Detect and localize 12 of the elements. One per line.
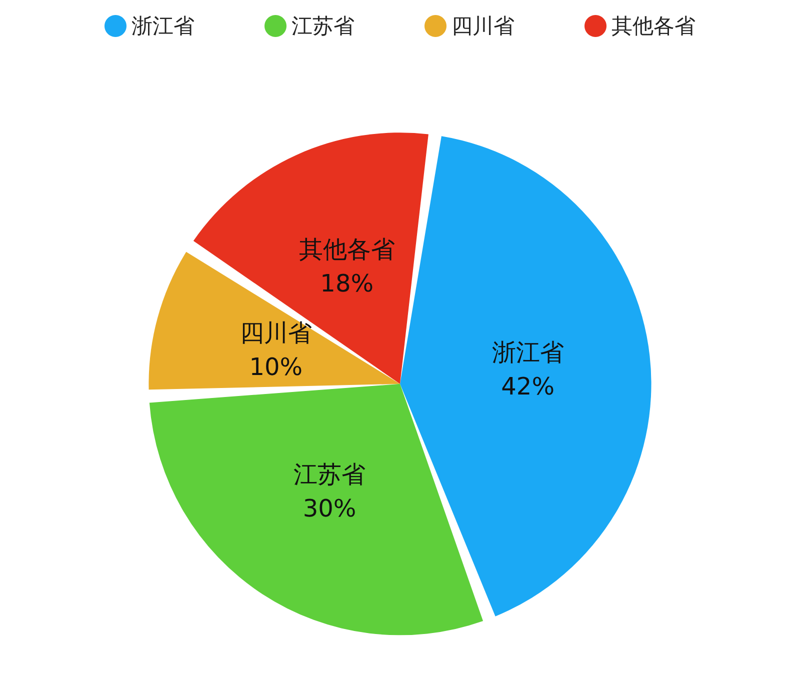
data-label: 30% [302, 494, 356, 523]
legend-label: 其他各省 [612, 14, 696, 38]
slice-label: 四川省 [240, 319, 312, 348]
legend-label: 四川省 [452, 14, 514, 38]
legend-label: 江苏省 [292, 14, 354, 38]
legend-label: 浙江省 [132, 14, 194, 38]
data-label: 42% [501, 372, 555, 401]
slice-label: 浙江省 [492, 338, 564, 367]
slice-label: 江苏省 [294, 460, 366, 489]
data-label: 18% [320, 270, 374, 298]
slice-label: 其他各省 [298, 236, 395, 264]
data-label: 10% [249, 353, 303, 382]
